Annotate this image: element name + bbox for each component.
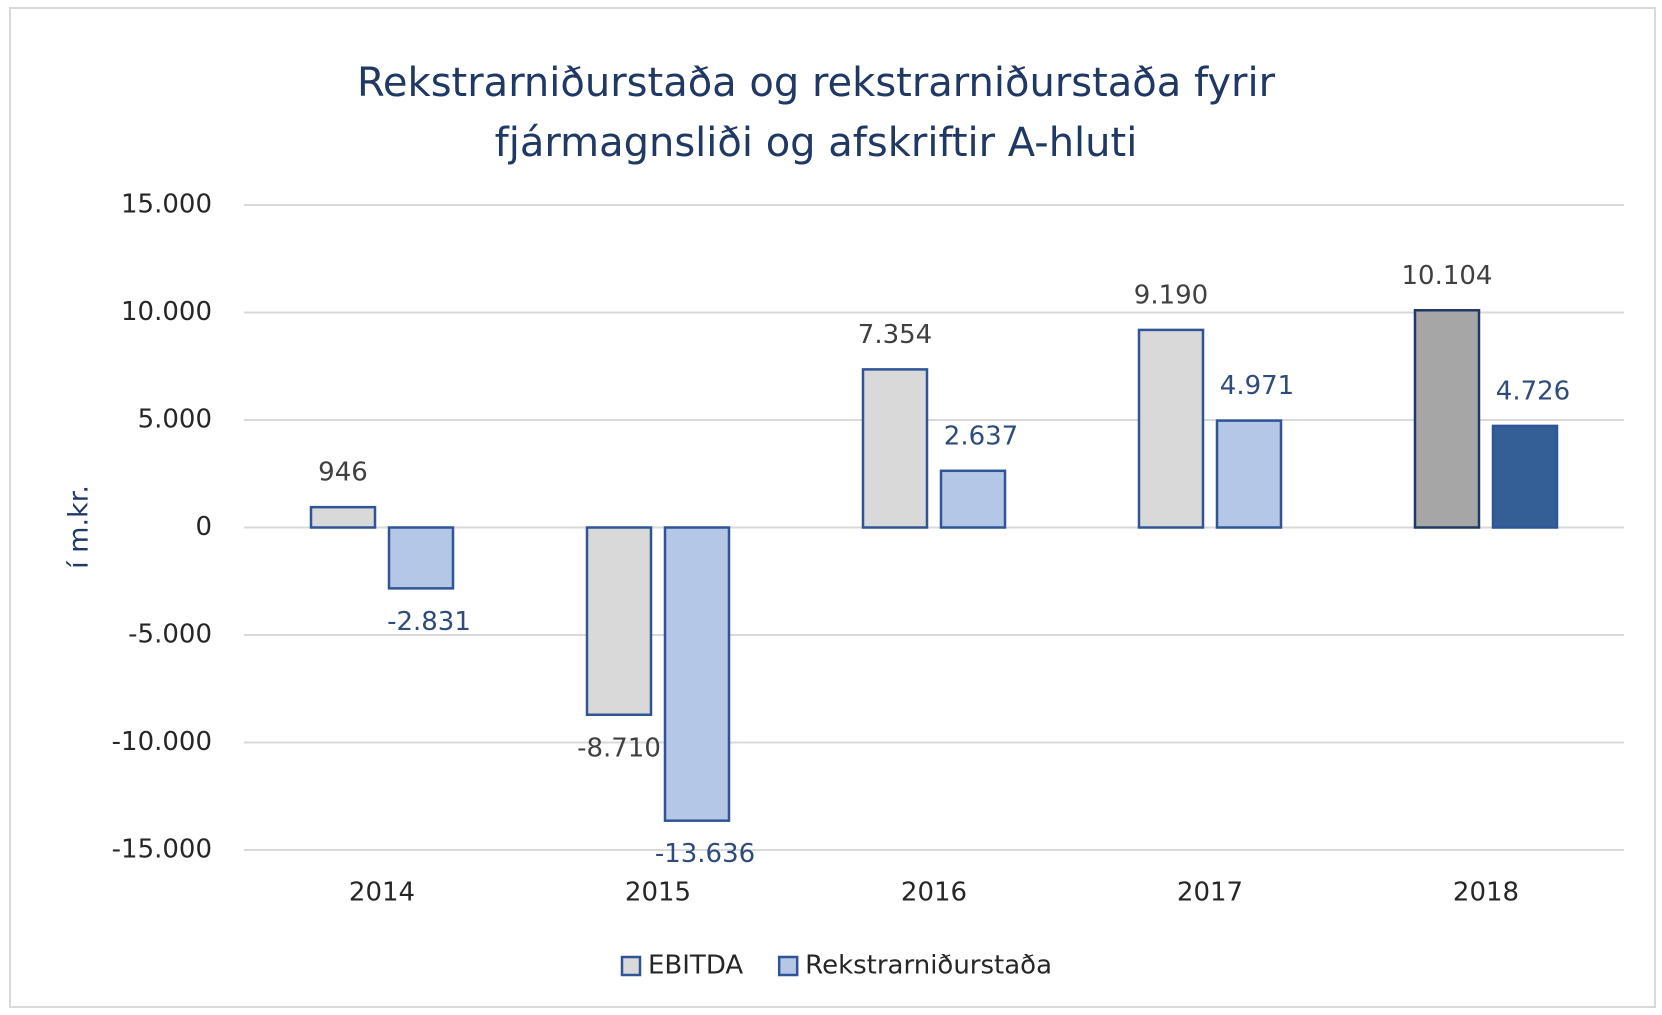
bar [1413, 309, 1481, 529]
y-tick-label: 0 [195, 512, 212, 542]
x-tick-label: 2018 [1453, 878, 1519, 908]
y-tick-label: 10.000 [121, 297, 212, 327]
bar [663, 526, 731, 822]
chart-title: Rekstrarniðurstaða og rekstrarniðurstaða… [357, 60, 1276, 106]
bar [1137, 328, 1205, 529]
data-label: 7.354 [858, 320, 932, 350]
x-tick-label: 2014 [349, 878, 415, 908]
x-tick-label: 2016 [901, 878, 967, 908]
chart-title: fjármagnsliði og afskriftir A-hluti [495, 120, 1138, 166]
data-label: -13.636 [655, 839, 755, 869]
data-label: 10.104 [1402, 261, 1493, 291]
bar [387, 526, 455, 590]
y-axis-label: í m.kr. [64, 485, 95, 569]
data-label: 946 [318, 458, 368, 488]
bar [585, 526, 653, 717]
y-tick-label: 5.000 [138, 405, 212, 435]
data-label: -2.831 [387, 607, 471, 637]
data-label: 4.726 [1496, 376, 1570, 406]
bar [939, 469, 1007, 529]
y-tick-label: 15.000 [121, 190, 212, 220]
bar [1491, 424, 1559, 529]
x-tick-label: 2015 [625, 878, 691, 908]
data-label: -8.710 [577, 733, 661, 763]
data-label: 9.190 [1134, 280, 1208, 310]
legend-swatch [620, 955, 642, 977]
y-tick-label: -15.000 [112, 835, 212, 865]
legend-label: EBITDA [648, 951, 743, 981]
bar [309, 505, 377, 529]
data-label: 4.971 [1220, 371, 1294, 401]
legend-label: Rekstrarniðurstaða [805, 951, 1052, 981]
legend-swatch [777, 955, 799, 977]
y-tick-label: -5.000 [128, 620, 212, 650]
chart-frame [9, 7, 1656, 1008]
bar [861, 368, 929, 529]
data-label: 2.637 [944, 421, 1018, 451]
bar [1215, 419, 1283, 529]
y-tick-label: -10.000 [112, 727, 212, 757]
x-tick-label: 2017 [1177, 878, 1243, 908]
